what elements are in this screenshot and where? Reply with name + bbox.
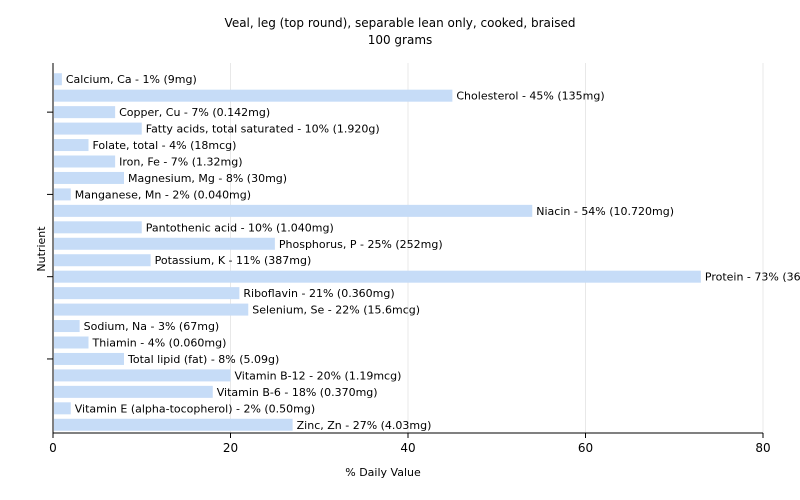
bar-17: [54, 352, 124, 365]
bar-6: [54, 171, 124, 184]
bar-16: [54, 336, 89, 349]
x-tick-label-40: 40: [400, 441, 415, 455]
bar-label-16: Thiamin - 4% (0.060mg): [92, 337, 227, 350]
bar-label-14: Selenium, Se - 22% (15.6mcg): [252, 304, 420, 317]
x-tick-label-0: 0: [49, 441, 57, 455]
x-tick-label-80: 80: [755, 441, 770, 455]
bar-5: [54, 155, 116, 168]
bar-label-8: Niacin - 54% (10.720mg): [536, 205, 674, 218]
bar-label-15: Sodium, Na - 3% (67mg): [84, 320, 220, 333]
bar-21: [54, 418, 293, 431]
bar-label-18: Vitamin B-12 - 20% (1.19mcg): [235, 369, 402, 382]
x-axis-title: % Daily Value: [345, 466, 421, 479]
bar-10: [54, 237, 275, 250]
bar-4: [54, 139, 89, 152]
bar-label-6: Magnesium, Mg - 8% (30mg): [128, 172, 287, 185]
bar-label-7: Manganese, Mn - 2% (0.040mg): [75, 188, 251, 201]
bar-label-10: Phosphorus, P - 25% (252mg): [279, 238, 443, 251]
bar-11: [54, 254, 151, 267]
bar-3: [54, 122, 142, 135]
bar-label-0: Calcium, Ca - 1% (9mg): [66, 73, 197, 86]
bar-1: [54, 89, 453, 102]
bar-20: [54, 402, 71, 415]
bar-label-5: Iron, Fe - 7% (1.32mg): [119, 156, 242, 169]
bar-label-9: Pantothenic acid - 10% (1.040mg): [146, 221, 334, 234]
bar-0: [54, 73, 62, 86]
bar-12: [54, 270, 701, 283]
bar-label-11: Potassium, K - 11% (387mg): [155, 254, 312, 267]
bar-9: [54, 221, 142, 234]
chart-title: Veal, leg (top round), separable lean on…: [224, 16, 576, 30]
bar-14: [54, 303, 249, 316]
bar-label-21: Zinc, Zn - 27% (4.03mg): [297, 419, 432, 432]
bar-label-13: Riboflavin - 21% (0.360mg): [243, 287, 394, 300]
bar-label-17: Total lipid (fat) - 8% (5.09g): [127, 353, 279, 366]
chart-subtitle: 100 grams: [367, 33, 433, 47]
bar-label-19: Vitamin B-6 - 18% (0.370mg): [217, 386, 378, 399]
x-tick-label-60: 60: [578, 441, 593, 455]
bar-label-4: Folate, total - 4% (18mcg): [93, 139, 237, 152]
bar-label-3: Fatty acids, total saturated - 10% (1.92…: [146, 123, 380, 136]
y-axis-title: Nutrient: [35, 226, 48, 272]
bar-label-20: Vitamin E (alpha-tocopherol) - 2% (0.50m…: [75, 402, 315, 415]
bar-8: [54, 204, 533, 217]
bar-label-1: Cholesterol - 45% (135mg): [456, 90, 604, 103]
bar-2: [54, 106, 116, 119]
bar-18: [54, 369, 231, 382]
bar-label-12: Protein - 73% (36.71g): [705, 271, 800, 284]
bar-7: [54, 188, 71, 201]
x-tick-label-20: 20: [223, 441, 238, 455]
bar-19: [54, 385, 213, 398]
bar-15: [54, 320, 80, 333]
bar-label-2: Copper, Cu - 7% (0.142mg): [119, 106, 270, 119]
bar-13: [54, 287, 240, 300]
